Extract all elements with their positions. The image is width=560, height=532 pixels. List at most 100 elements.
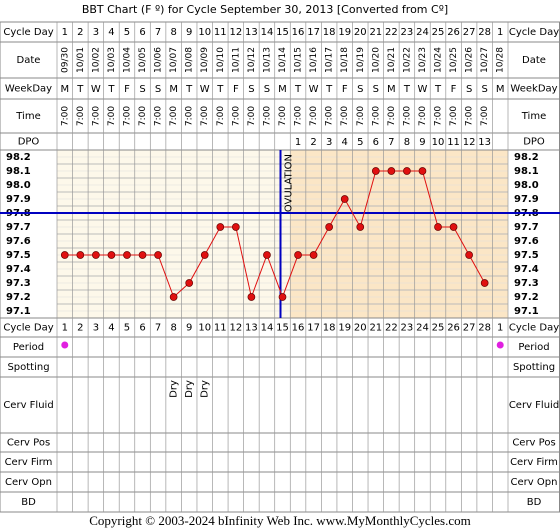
time: 7:00: [91, 106, 101, 126]
cycle-day: 7: [155, 27, 161, 38]
weekday: W: [309, 84, 319, 95]
cycle-day: 26: [447, 27, 460, 38]
temperature-point: [92, 251, 100, 259]
weekday: S: [466, 84, 472, 95]
temperature-line: [64, 170, 486, 299]
dpo: 1: [295, 137, 301, 148]
time: 7:00: [107, 106, 117, 126]
cycle-day: 10: [198, 27, 211, 38]
weekday: F: [451, 84, 457, 95]
date: 10/17: [325, 47, 335, 73]
cycle-day: 3: [93, 323, 99, 334]
y-tick-label: 97.2: [514, 292, 539, 303]
weekday: T: [434, 84, 442, 95]
date: 10/15: [294, 47, 304, 73]
temperature-point: [138, 251, 147, 259]
cycle-day: 8: [170, 323, 176, 334]
time: 7:00: [262, 106, 272, 126]
cycle-day: 1: [62, 27, 68, 38]
y-tick-label: 97.5: [6, 250, 31, 261]
row-label: Cerv Fluid: [3, 400, 53, 411]
temperature-point: [371, 167, 380, 175]
row-label: DPO: [523, 137, 545, 148]
temperature-point: [449, 223, 458, 231]
period-mark: [61, 341, 69, 349]
weekday: M: [60, 84, 69, 95]
cycle-day: 1: [497, 27, 503, 38]
temperature-point: [216, 223, 225, 231]
dpo: 3: [326, 137, 332, 148]
time: 7:00: [434, 106, 444, 126]
temperature-point: [294, 251, 302, 259]
time: 7:00: [449, 106, 459, 126]
time: 7:00: [122, 106, 132, 126]
weekday: W: [200, 84, 210, 95]
row-label: Time: [15, 111, 40, 122]
cycle-day: 7: [155, 323, 161, 334]
cycle-day: 9: [186, 27, 192, 38]
date: 10/11: [231, 47, 241, 73]
cycle-day: 2: [77, 323, 83, 334]
cycle-day: 3: [93, 27, 99, 38]
cycle-day: 20: [354, 27, 367, 38]
chart-title: BBT Chart (F º) for Cycle September 30, …: [82, 3, 448, 16]
y-tick-label: 97.6: [6, 236, 31, 247]
cycle-day: 4: [108, 323, 114, 334]
cycle-day: 26: [447, 323, 460, 334]
date: 10/12: [247, 47, 257, 73]
temperature-point: [231, 223, 240, 231]
cycle-day: 11: [214, 27, 227, 38]
y-tick-label: 97.7: [6, 222, 31, 233]
row-label: Cerv Opn: [511, 477, 558, 488]
cycle-day: 11: [214, 323, 227, 334]
row-label: Date: [522, 55, 546, 66]
row-label: BD: [527, 497, 542, 508]
cycle-day: 22: [385, 27, 398, 38]
y-tick-label: 97.6: [514, 236, 539, 247]
cycle-day: 19: [338, 323, 351, 334]
date: 10/09: [200, 47, 210, 73]
row-label: Cycle Day: [3, 323, 53, 334]
temperature-point: [387, 167, 396, 175]
row-label: Cerv Pos: [7, 438, 50, 449]
y-tick-label: 97.1: [6, 306, 31, 317]
weekday: F: [124, 84, 130, 95]
date: 10/20: [371, 47, 381, 73]
dpo: 2: [310, 137, 316, 148]
cycle-day: 15: [276, 27, 289, 38]
date: 10/10: [216, 47, 226, 73]
y-tick-label: 97.9: [6, 194, 31, 205]
cycle-day: 27: [463, 27, 476, 38]
cycle-day: 15: [276, 323, 289, 334]
date: 10/16: [309, 47, 319, 73]
date: 09/30: [60, 47, 70, 73]
row-label: Cycle Day: [3, 27, 53, 38]
time: 7:00: [247, 106, 257, 126]
y-tick-label: 97.4: [514, 264, 539, 275]
date: 10/19: [356, 47, 366, 73]
weekday: M: [387, 84, 396, 95]
row-label: WeekDay: [5, 84, 52, 95]
row-label: Cycle Day: [509, 323, 559, 334]
date: 10/26: [465, 47, 475, 73]
temperature-point: [465, 251, 473, 259]
date: 10/28: [496, 47, 506, 73]
temperature-point: [340, 195, 349, 203]
temperature-point: [263, 251, 271, 259]
period-bg: [0, 337, 560, 357]
time: 7:00: [387, 106, 397, 126]
y-tick-label: 97.9: [514, 194, 539, 205]
dpo: 13: [478, 137, 491, 148]
date: 10/23: [418, 47, 428, 73]
time: 7:00: [138, 106, 148, 126]
footer: Copyright © 2003-2024 bInfinity Web Inc.…: [89, 513, 470, 528]
weekday: S: [155, 84, 161, 95]
row-label: BD: [21, 497, 36, 508]
cycle-day: 1: [497, 323, 503, 334]
cycle-day: 14: [261, 323, 274, 334]
cycle-day: 1: [62, 323, 68, 334]
weekday: S: [357, 84, 363, 95]
weekday: T: [107, 84, 115, 95]
weekday: T: [216, 84, 224, 95]
y-tick-label: 97.7: [514, 222, 539, 233]
